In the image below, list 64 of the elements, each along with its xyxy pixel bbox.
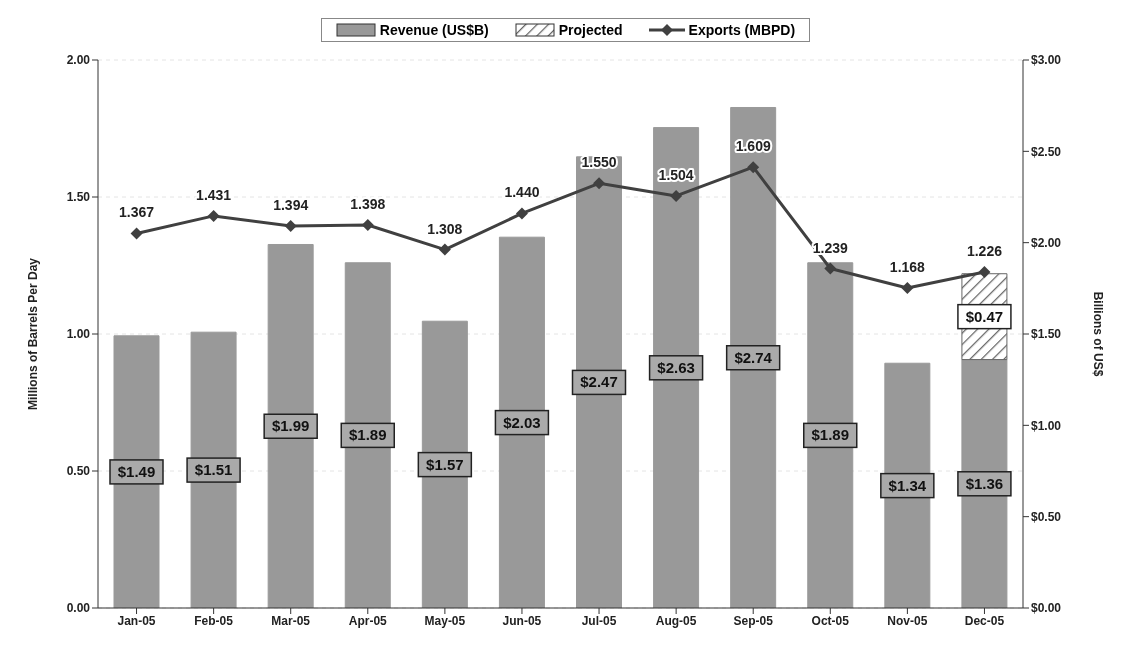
x-tick-label: Jul-05 [581, 613, 617, 628]
y-tick-label: 2.00 [66, 53, 91, 68]
data-label: 1.367 [119, 204, 155, 221]
y2-tick-label: $0.00 [1031, 601, 1062, 616]
y-axis-title: Millions of Barrels Per Day [26, 257, 41, 411]
point [978, 266, 991, 279]
data-label: $2.47 [580, 373, 618, 391]
data-label: $1.36 [965, 474, 1004, 492]
data-label: 1.609 [735, 138, 771, 155]
y-tick-label: 1.50 [66, 190, 91, 205]
data-label: 1.308 [427, 220, 463, 237]
data-label: 1.226 [966, 243, 1003, 260]
data-label: 1.398 [350, 195, 386, 212]
data-label: 1.550 [581, 154, 617, 171]
point [515, 207, 528, 220]
data-label: $1.51 [194, 461, 233, 479]
legend-label: Exports (MBPD) [688, 22, 796, 38]
y2-tick-label: $1.00 [1031, 418, 1062, 433]
x-tick-label: May-05 [424, 613, 466, 628]
point [747, 161, 760, 174]
data-label: $1.49 [117, 462, 156, 480]
point [593, 177, 606, 190]
x-tick-label: Feb-05 [194, 613, 234, 628]
x-tick-label: Aug-05 [655, 613, 697, 628]
y2-tick-label: $0.50 [1031, 509, 1062, 524]
y2-tick-label: $1.50 [1031, 327, 1062, 342]
x-tick-label: Mar-05 [271, 613, 311, 628]
data-label: $1.34 [888, 476, 927, 494]
data-label: 1.168 [889, 258, 926, 275]
data-label: 1.504 [658, 166, 694, 183]
legend-label: Revenue (US$B) [379, 22, 489, 38]
data-label: $1.57 [426, 455, 464, 473]
x-tick-label: Jan-05 [117, 613, 156, 628]
data-label: 1.431 [196, 186, 232, 203]
data-label: $0.47 [965, 307, 1004, 325]
y-tick-label: 0.00 [66, 601, 91, 616]
x-tick-label: Nov-05 [887, 613, 928, 628]
x-tick-label: Oct-05 [811, 613, 850, 628]
y2-axis-title: Billions of US$ [1090, 291, 1105, 377]
point [824, 262, 837, 275]
x-tick-label: Apr-05 [348, 613, 388, 628]
point [130, 227, 143, 240]
data-label: $2.03 [503, 413, 541, 431]
data-label: $1.89 [811, 426, 850, 444]
data-label: 1.440 [504, 184, 540, 201]
point [438, 243, 451, 256]
x-tick-label: Sep-05 [733, 613, 774, 628]
point [207, 209, 220, 222]
data-label: 1.394 [273, 197, 309, 214]
data-label: $2.74 [734, 348, 773, 366]
data-label: $2.63 [657, 358, 695, 376]
y-tick-label: 1.00 [66, 327, 91, 342]
x-tick-label: Dec-05 [964, 613, 1005, 628]
y2-tick-label: $2.00 [1031, 235, 1062, 250]
legend-label: Projected [558, 22, 623, 38]
point [284, 220, 297, 233]
y2-tick-label: $2.50 [1031, 144, 1062, 159]
data-label: $1.99 [271, 417, 310, 435]
point [901, 281, 914, 294]
y2-tick-label: $3.00 [1031, 53, 1062, 68]
point [670, 189, 683, 202]
x-tick-label: Jun-05 [502, 613, 542, 628]
data-label: $1.89 [348, 426, 387, 444]
y-tick-label: 0.50 [66, 464, 91, 479]
